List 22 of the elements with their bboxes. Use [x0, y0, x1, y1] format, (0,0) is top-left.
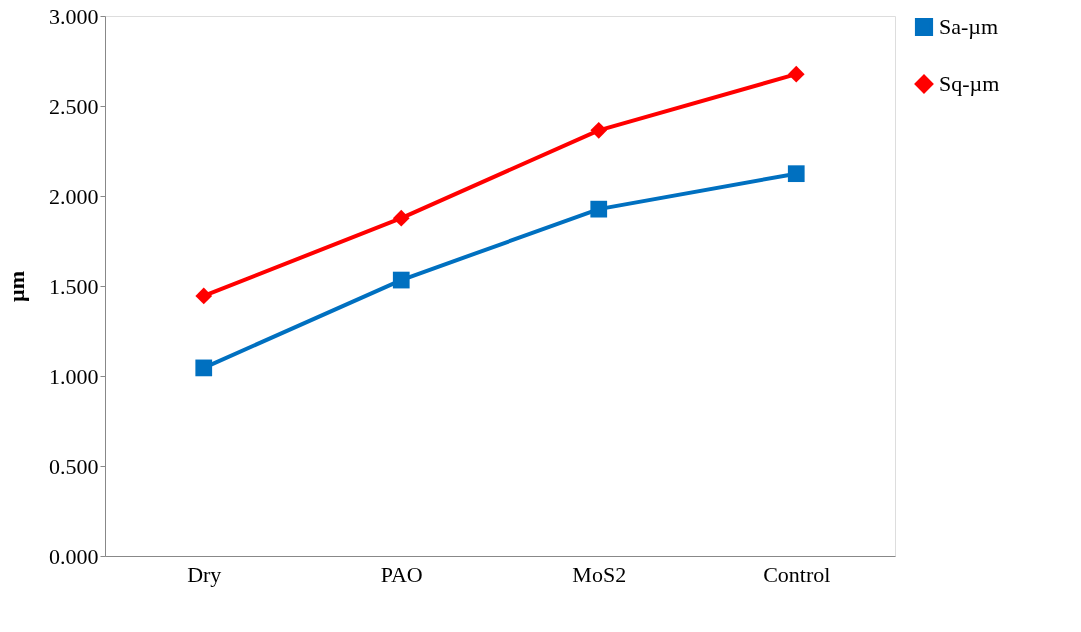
x-tick-label: MoS2	[572, 561, 627, 587]
y-tick-label: 1.000	[49, 363, 99, 389]
point	[195, 287, 213, 305]
point	[787, 65, 805, 83]
point	[590, 121, 608, 139]
y-tick-label: 0.000	[49, 543, 99, 569]
point	[392, 271, 410, 289]
legend-label: Sa-µm	[939, 14, 999, 39]
x-tick-label: Dry	[187, 561, 222, 587]
y-tick-label: 3.000	[49, 3, 99, 29]
point	[392, 209, 410, 227]
point	[590, 200, 608, 218]
point	[787, 165, 805, 183]
y-tick-label: 0.500	[49, 453, 99, 479]
y-tick-label: 2.500	[49, 93, 99, 119]
y-tick-label: 2.000	[49, 183, 99, 209]
y-tick-label: 1.500	[49, 273, 99, 299]
x-tick-label: Control	[763, 561, 831, 587]
legend-label: Sq-µm	[939, 71, 1000, 96]
y-axis-title: µm	[4, 270, 29, 303]
point	[195, 359, 213, 377]
x-tick-label: PAO	[380, 561, 423, 587]
